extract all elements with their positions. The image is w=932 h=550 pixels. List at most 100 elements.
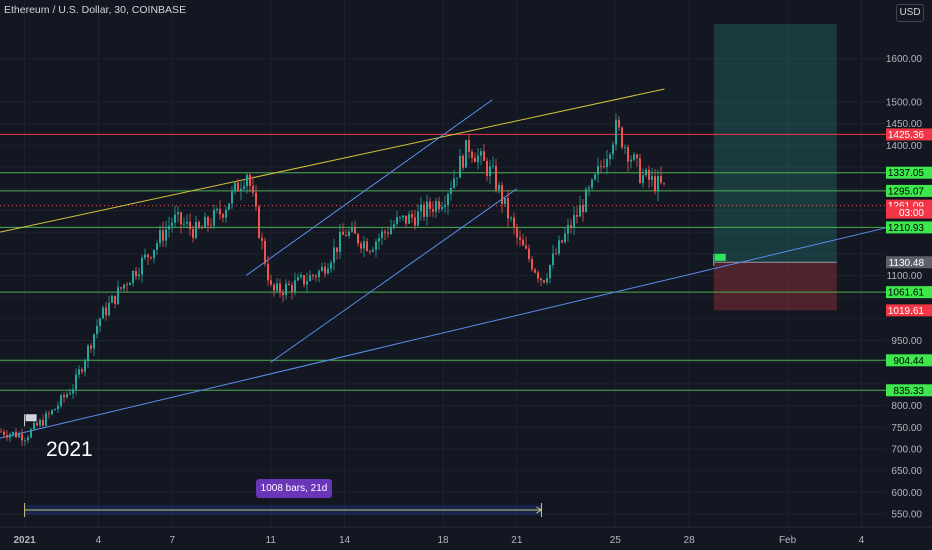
candle xyxy=(36,422,38,426)
candle xyxy=(444,205,446,208)
candle xyxy=(120,287,122,289)
candle xyxy=(627,147,629,162)
candle xyxy=(363,241,365,249)
candle xyxy=(348,231,350,236)
candle xyxy=(489,166,491,176)
candle xyxy=(156,243,158,250)
target-zone xyxy=(713,24,837,263)
candle xyxy=(561,240,563,243)
candle xyxy=(429,201,431,209)
candle xyxy=(105,307,107,316)
candle xyxy=(288,283,290,285)
green-flag-icon[interactable] xyxy=(713,253,726,266)
candle xyxy=(333,247,335,263)
candle xyxy=(147,254,149,258)
candle xyxy=(438,201,440,210)
level-price-badge-bg xyxy=(886,166,932,179)
trendline[interactable] xyxy=(0,88,665,233)
bar-countdown-badge-bg xyxy=(886,206,932,219)
candle xyxy=(615,119,617,145)
candle xyxy=(609,154,611,159)
candle xyxy=(537,272,539,279)
candle xyxy=(390,227,392,235)
trendline[interactable] xyxy=(245,99,493,276)
candle xyxy=(495,165,497,190)
date-range-tool[interactable] xyxy=(24,503,543,517)
price-tick-label: 650.00 xyxy=(891,466,922,477)
candle xyxy=(192,229,194,238)
time-tick-label: Feb xyxy=(779,535,797,546)
level-price-badge-bg xyxy=(886,221,932,234)
candle xyxy=(228,203,230,210)
candle xyxy=(234,182,236,191)
candle xyxy=(660,176,662,183)
candle xyxy=(252,185,254,193)
currency-button[interactable]: USD xyxy=(896,4,924,22)
time-axis[interactable]: 2021 4 7 11 14 18 21 25 28 Feb 4 xyxy=(0,526,932,550)
candle xyxy=(132,271,134,284)
candle xyxy=(642,175,644,184)
candle xyxy=(108,302,110,316)
stop-price-badge-bg xyxy=(886,304,932,317)
candle xyxy=(399,217,401,219)
candle xyxy=(330,262,332,269)
candle xyxy=(39,420,41,426)
candle xyxy=(222,214,224,218)
candle xyxy=(174,214,176,223)
price-tick-label: 700.00 xyxy=(891,444,922,455)
candle xyxy=(654,176,656,192)
price-axis[interactable]: 550.00 600.00 650.00 700.00 750.00 800.00 950.… xyxy=(886,0,932,550)
candle xyxy=(501,185,503,204)
candle xyxy=(453,178,455,188)
candles xyxy=(0,113,665,446)
candle xyxy=(342,231,344,235)
candle xyxy=(33,422,35,430)
candle xyxy=(525,245,527,249)
candle xyxy=(645,169,647,176)
candle xyxy=(216,208,218,211)
range-measure-label: 1008 bars, 21d xyxy=(256,479,332,498)
level-price-badge: 1337.05 xyxy=(888,168,925,179)
price-tick-label: 1500.00 xyxy=(886,98,923,109)
trendlines[interactable] xyxy=(0,88,887,439)
candle xyxy=(117,287,119,304)
candle xyxy=(48,413,50,415)
candle xyxy=(318,270,320,278)
markers[interactable] xyxy=(24,253,726,427)
candle xyxy=(471,151,473,158)
level-price-badge: 1425.36 xyxy=(888,130,925,141)
candle xyxy=(150,257,152,259)
candle xyxy=(72,389,74,394)
candle xyxy=(42,420,44,426)
candle xyxy=(123,284,125,289)
candle xyxy=(579,205,581,217)
candle xyxy=(231,190,233,204)
candle xyxy=(12,431,14,435)
trendline[interactable] xyxy=(0,227,887,439)
candle xyxy=(465,140,467,168)
trendline[interactable] xyxy=(270,188,518,363)
time-axis-background xyxy=(0,527,932,550)
price-tick-label: 1450.00 xyxy=(886,119,923,130)
candle xyxy=(9,434,11,438)
candle xyxy=(402,215,404,218)
entry-price-badge-bg xyxy=(886,256,932,269)
candle xyxy=(75,374,77,390)
candle xyxy=(456,177,458,179)
candle xyxy=(372,249,374,252)
candle xyxy=(486,160,488,176)
candle xyxy=(324,266,326,274)
candle xyxy=(567,225,569,234)
time-tick-label: 28 xyxy=(684,535,696,546)
candle xyxy=(279,283,281,293)
candle xyxy=(84,361,86,372)
candle xyxy=(426,201,428,217)
time-tick-label: 4 xyxy=(96,535,102,546)
candle xyxy=(591,179,593,188)
candle xyxy=(219,208,221,215)
candle xyxy=(309,274,311,282)
candle xyxy=(90,345,92,349)
candle xyxy=(378,238,380,242)
flag-icon[interactable] xyxy=(24,414,37,427)
